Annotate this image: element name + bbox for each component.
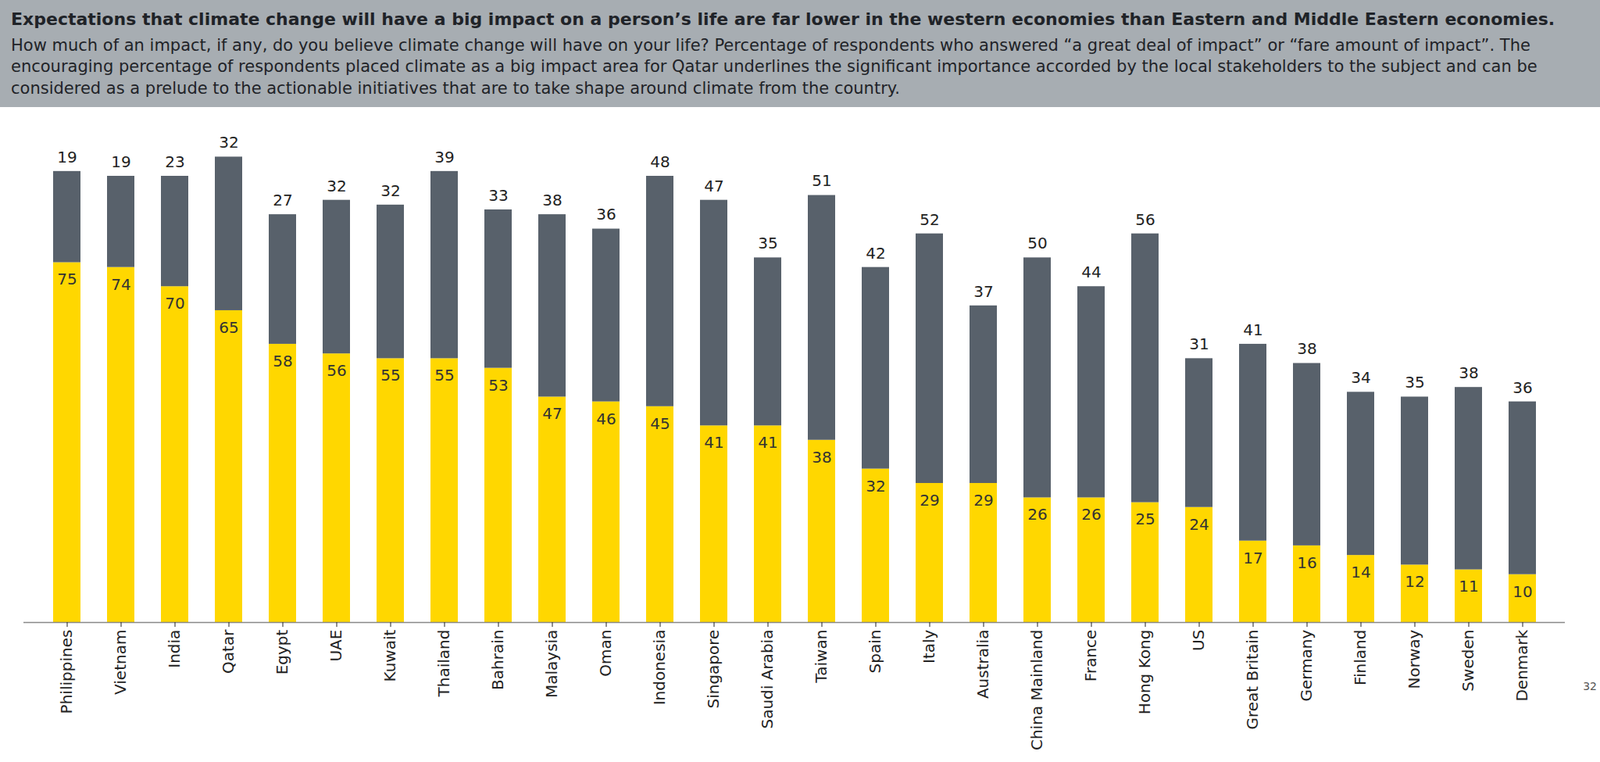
svg-text:Bahrain: Bahrain [488, 629, 508, 690]
svg-text:Thailand: Thailand [434, 629, 454, 698]
svg-text:France: France [1081, 629, 1100, 683]
svg-text:42: 42 [865, 242, 886, 262]
svg-text:Denmark: Denmark [1512, 628, 1532, 701]
svg-text:Egypt: Egypt [272, 628, 292, 675]
svg-text:Sweden: Sweden [1458, 629, 1478, 692]
svg-text:41: 41 [703, 432, 724, 452]
svg-text:56: 56 [326, 360, 347, 380]
svg-text:53: 53 [488, 375, 508, 394]
svg-text:US: US [1189, 629, 1208, 651]
svg-text:44: 44 [1081, 262, 1101, 282]
svg-text:Hong Kong: Hong Kong [1135, 629, 1154, 715]
svg-text:Italy: Italy [919, 628, 939, 664]
svg-text:47: 47 [703, 175, 724, 195]
svg-text:Norway: Norway [1404, 628, 1424, 689]
svg-text:35: 35 [757, 233, 778, 253]
svg-text:70: 70 [164, 293, 185, 313]
svg-text:46: 46 [596, 408, 616, 428]
svg-text:UAE: UAE [326, 629, 346, 662]
svg-text:16: 16 [1296, 553, 1317, 572]
html-text:Expectations that climate chan: Expectations that climate change will ha… [10, 9, 1555, 29]
svg-text:55: 55 [380, 365, 400, 385]
svg-text:Australia: Australia [973, 629, 993, 699]
svg-text:36: 36 [596, 204, 616, 224]
svg-text:Philippines: Philippines [57, 629, 76, 715]
svg-text:35: 35 [1404, 372, 1425, 392]
svg-text:27: 27 [272, 190, 293, 210]
svg-text:23: 23 [164, 152, 185, 172]
svg-text:51: 51 [811, 171, 832, 190]
svg-text:32: 32 [326, 175, 347, 195]
svg-text:32: 32 [380, 181, 400, 200]
svg-text:29: 29 [919, 490, 940, 510]
svg-text:41: 41 [757, 432, 778, 452]
svg-text:Kuwait: Kuwait [380, 628, 400, 682]
svg-text:56: 56 [1135, 209, 1155, 229]
svg-text:26: 26 [1027, 504, 1047, 524]
svg-text:74: 74 [110, 274, 131, 293]
svg-text:19: 19 [57, 147, 77, 167]
svg-text:Oman: Oman [596, 629, 615, 677]
svg-text:25: 25 [1135, 509, 1155, 529]
svg-text:38: 38 [811, 447, 832, 467]
svg-text:Singapore: Singapore [703, 629, 723, 709]
svg-text:Great Britain: Great Britain [1242, 629, 1262, 730]
svg-text:India: India [164, 629, 184, 668]
html-text:32: 32 [1582, 679, 1597, 693]
svg-text:29: 29 [973, 490, 993, 510]
svg-text:36: 36 [1512, 377, 1533, 397]
svg-text:55: 55 [434, 365, 454, 385]
svg-text:Finland: Finland [1350, 629, 1370, 686]
svg-text:Spain: Spain [865, 629, 885, 674]
svg-text:32: 32 [218, 132, 239, 152]
svg-text:Indonesia: Indonesia [650, 629, 669, 706]
svg-text:58: 58 [272, 351, 293, 371]
svg-text:Malaysia: Malaysia [542, 629, 561, 698]
svg-text:52: 52 [919, 209, 940, 229]
svg-text:10: 10 [1512, 581, 1533, 600]
svg-text:26: 26 [1081, 504, 1101, 524]
svg-text:50: 50 [1027, 233, 1047, 253]
html-text:How much of an impact, if any,: How much of an impact, if any, do you be… [10, 35, 1538, 98]
svg-text:Qatar: Qatar [218, 628, 238, 674]
svg-text:48: 48 [650, 152, 670, 172]
svg-text:Vietnam: Vietnam [110, 629, 130, 695]
svg-text:34: 34 [1350, 367, 1371, 387]
svg-text:38: 38 [542, 190, 562, 210]
svg-text:39: 39 [434, 147, 454, 167]
svg-text:12: 12 [1404, 571, 1425, 591]
svg-text:14: 14 [1350, 562, 1371, 582]
svg-text:17: 17 [1242, 548, 1263, 568]
svg-text:41: 41 [1242, 320, 1263, 340]
svg-text:32: 32 [865, 475, 886, 495]
svg-text:75: 75 [57, 269, 77, 289]
svg-text:11: 11 [1458, 576, 1479, 596]
svg-text:China Mainland: China Mainland [1027, 629, 1047, 750]
svg-text:Taiwan: Taiwan [811, 629, 831, 684]
svg-text:65: 65 [218, 317, 239, 337]
svg-text:Saudi Arabia: Saudi Arabia [757, 629, 777, 729]
svg-text:47: 47 [542, 403, 562, 423]
svg-text:38: 38 [1458, 363, 1479, 383]
svg-text:45: 45 [650, 414, 670, 433]
svg-text:37: 37 [973, 282, 993, 301]
svg-text:38: 38 [1296, 339, 1317, 358]
svg-text:33: 33 [488, 185, 508, 205]
svg-text:Germany: Germany [1296, 628, 1316, 701]
svg-text:24: 24 [1189, 514, 1209, 534]
svg-text:31: 31 [1189, 334, 1209, 354]
svg-text:19: 19 [110, 152, 131, 172]
